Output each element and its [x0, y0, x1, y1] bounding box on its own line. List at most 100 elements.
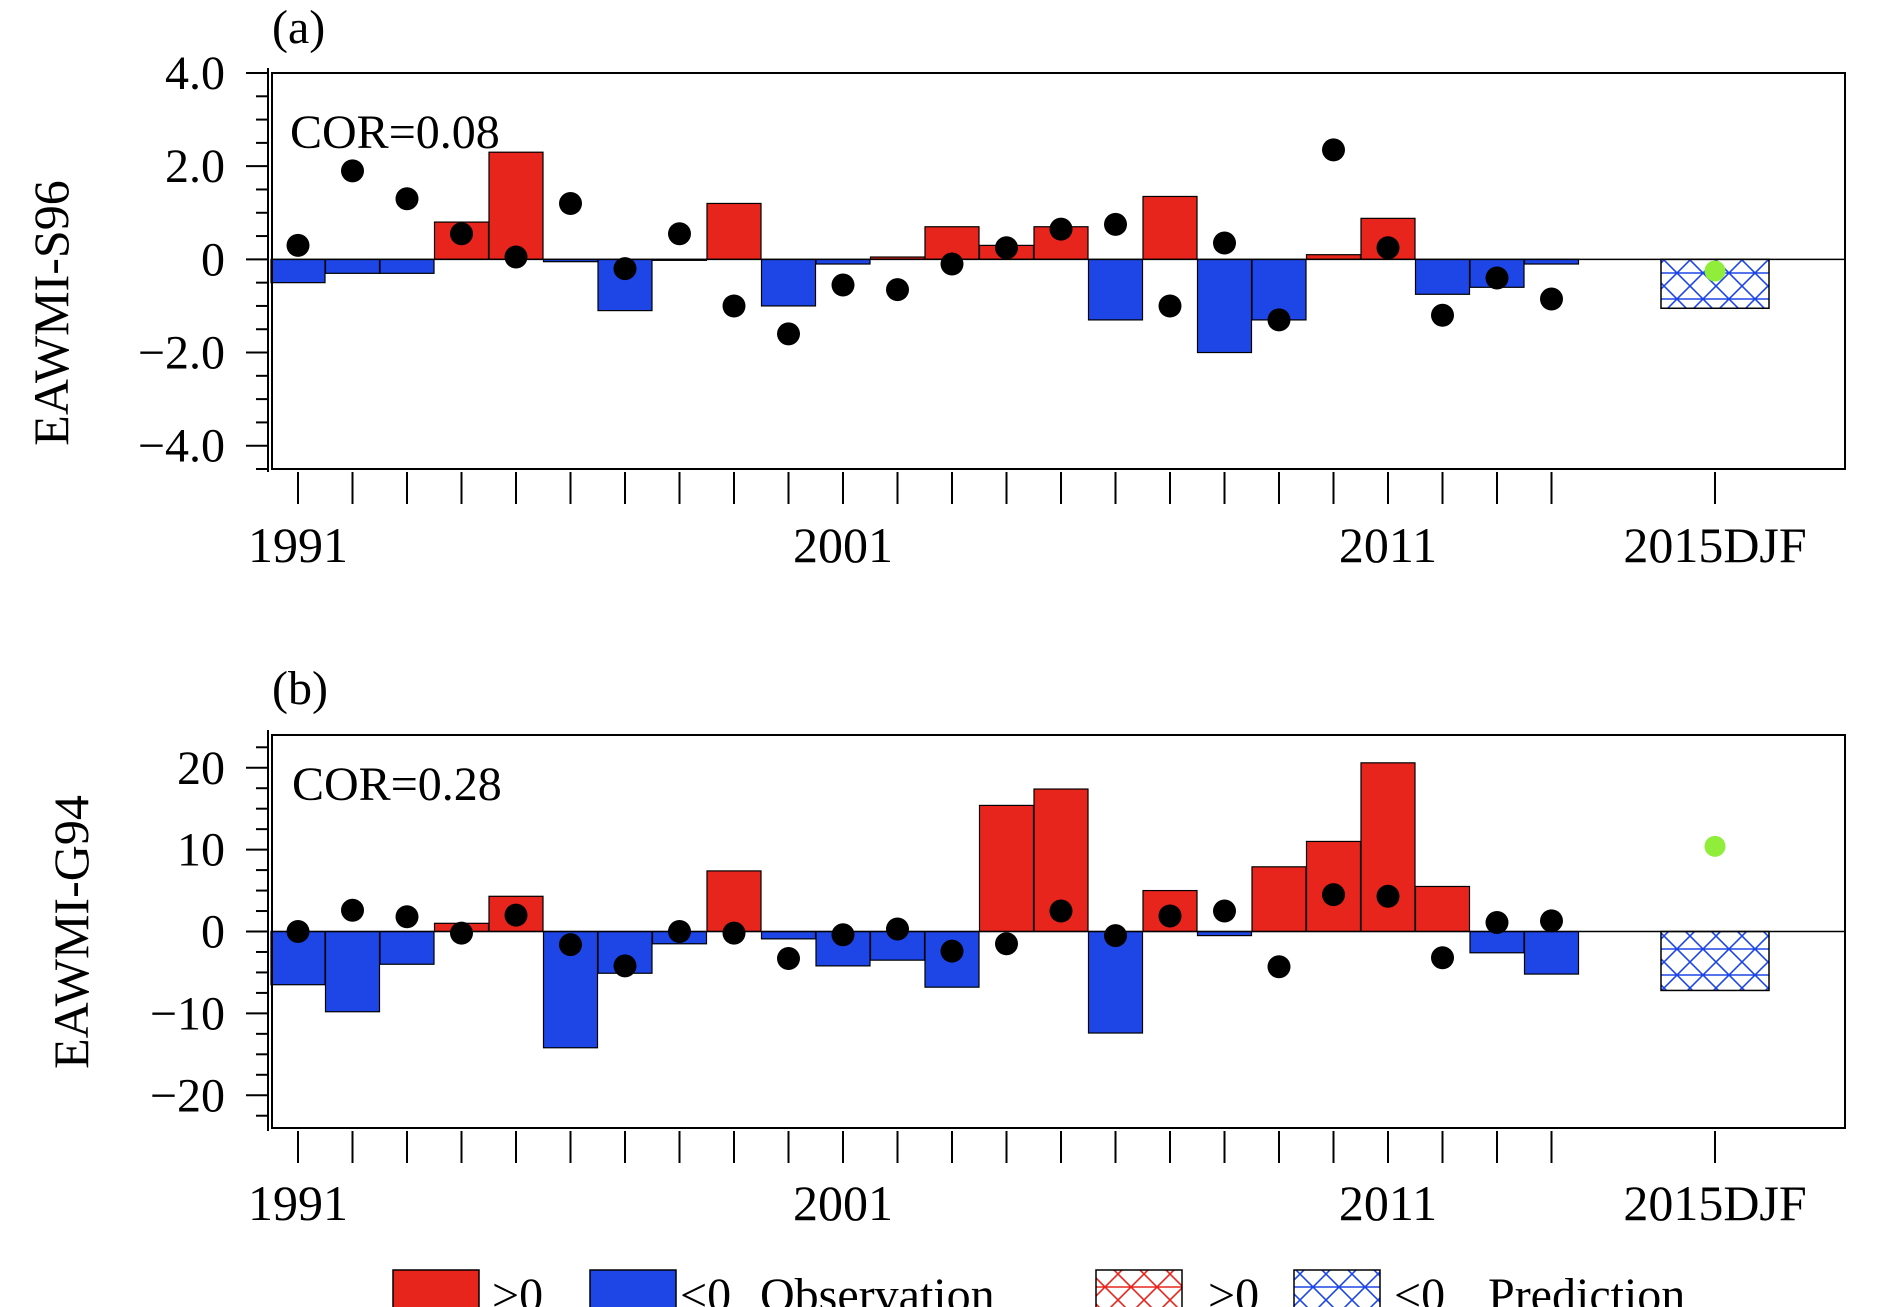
y-tick-label: 10	[177, 824, 225, 877]
x-tick-label: 2011	[1339, 1175, 1437, 1231]
x-tick-label: 2015DJF	[1623, 517, 1806, 573]
pred-dot-a-2013	[1485, 266, 1509, 290]
legend-pred-positive-swatch	[1095, 1269, 1183, 1307]
obs-bar-a-1999	[706, 202, 762, 260]
pred-dot-a-1997	[613, 257, 637, 281]
obs-bar-a-1992	[324, 258, 381, 274]
obs-bar-a-1991	[270, 258, 326, 284]
panel-b-xaxis: 1991 2001 2011 2015DJF	[248, 1131, 1807, 1231]
panel-a-plot-frame	[271, 72, 1846, 470]
x-tick-label: 2001	[793, 517, 893, 573]
pred-dot-b-2009	[1267, 955, 1291, 979]
obs-bar-b-2000	[760, 930, 817, 940]
pred-dot-b-2000	[777, 947, 800, 971]
y-tick-label: 0	[201, 233, 225, 286]
pred-dot-a-2009	[1267, 308, 1291, 332]
obs-bar-a-2008	[1196, 258, 1253, 354]
pred-dot-b-2014	[1540, 909, 1563, 933]
pred-dot-b-2011	[1376, 884, 1400, 908]
panel-b: (b) EAWMI-G94 20 10 0 −10 −20 1991 2001 2011 20…	[43, 662, 1846, 1231]
panel-b-cor: COR=0.28	[292, 758, 502, 811]
legend-observation-label: Observation	[760, 1269, 995, 1307]
pred-dot-b-2007	[1158, 904, 1182, 928]
y-tick-label: −4.0	[138, 420, 225, 473]
panel-b-ylabel: EAWMI-G94	[43, 795, 99, 1069]
obs-bar-a-2007	[1142, 195, 1198, 260]
legend-obs-negative-swatch	[589, 1269, 677, 1307]
legend: >0 <0 Observation >0 <0 Prediction	[392, 1269, 1685, 1307]
pred-dot-a-2004	[995, 236, 1018, 260]
pred-dot-a-1996	[559, 191, 582, 215]
pred-dot-a-2003	[940, 252, 964, 276]
obs-bar-a-2012	[1414, 258, 1471, 295]
legend-prediction-label: Prediction	[1488, 1269, 1685, 1307]
y-tick-label: −2.0	[138, 327, 225, 380]
pred-dot-b-2003	[940, 939, 964, 963]
panel-a-ylabel: EAWMI-S96	[23, 180, 79, 445]
pred-dot-a-2014	[1540, 287, 1563, 311]
legend-pred-positive-label: >0	[1208, 1269, 1259, 1307]
pred-dot-a-2008	[1213, 231, 1236, 255]
pred-dot-b-1994	[450, 921, 473, 945]
legend-obs-negative-label: <0	[680, 1269, 731, 1307]
pred-dot-b-1992	[341, 898, 364, 922]
pred-dot-b-2005	[1049, 899, 1073, 923]
forecast-dot-a	[1704, 260, 1726, 282]
pred-dot-a-1994	[450, 222, 473, 246]
pred-dot-b-1997	[613, 954, 637, 978]
obs-bar-b-2014	[1523, 930, 1580, 975]
panel-b-bars	[270, 762, 1770, 1049]
obs-bar-a-1993	[379, 258, 435, 274]
y-tick-label: 0	[201, 906, 225, 959]
panel-a-bars	[270, 151, 1770, 354]
pred-dot-a-1991	[286, 233, 310, 257]
obs-bar-a-2000	[760, 258, 817, 307]
forecast-dot-b	[1704, 835, 1726, 857]
pred-dot-b-2012	[1431, 946, 1454, 970]
y-tick-label: −20	[150, 1069, 225, 1122]
pred-dot-b-2004	[995, 932, 1018, 956]
pred-dot-a-2000	[777, 322, 800, 346]
pred-dot-a-2001	[831, 273, 855, 297]
forecast-bar-b	[1660, 930, 1770, 992]
pred-dot-b-1993	[395, 905, 419, 929]
pred-dot-a-1999	[722, 294, 746, 318]
x-tick-label: 2015DJF	[1623, 1175, 1806, 1231]
pred-dot-a-1993	[395, 187, 419, 211]
obs-bar-b-2013	[1469, 930, 1525, 954]
panel-b-label: (b)	[272, 662, 328, 715]
pred-dot-a-2012	[1431, 303, 1454, 327]
pred-dot-b-2002	[886, 917, 909, 941]
pred-dot-a-2010	[1322, 138, 1345, 162]
pred-dot-b-1995	[504, 903, 528, 927]
panel-a: (a) EAWMI-S96 4.0 2.0 0 −2.0 −4.0 1991 2001 20…	[23, 1, 1846, 573]
obs-bar-b-2012	[1414, 885, 1471, 933]
panel-a-yaxis: 4.0 2.0 0 −2.0 −4.0	[138, 47, 269, 473]
pred-dot-b-2008	[1213, 899, 1236, 923]
legend-pred-negative-swatch	[1293, 1269, 1381, 1307]
obs-bar-b-2009	[1251, 866, 1307, 933]
panel-a-xaxis: 1991 2001 2011 2015DJF	[248, 472, 1807, 573]
x-tick-label: 1991	[248, 517, 348, 573]
legend-obs-positive-swatch	[392, 1269, 480, 1307]
pred-dot-a-1992	[341, 159, 364, 183]
pred-dot-a-2006	[1104, 212, 1127, 236]
x-tick-label: 1991	[248, 1175, 348, 1231]
obs-bar-b-1999	[706, 870, 762, 933]
y-tick-label: 2.0	[165, 140, 225, 193]
x-tick-label: 2001	[793, 1175, 893, 1231]
panel-b-yaxis: 20 10 0 −10 −20	[150, 730, 269, 1131]
legend-pred-negative-label: <0	[1394, 1269, 1445, 1307]
obs-bar-b-1992	[324, 930, 381, 1013]
pred-dot-b-1999	[722, 921, 746, 945]
y-tick-label: −10	[150, 987, 225, 1040]
panel-a-label: (a)	[272, 1, 325, 54]
pred-dot-a-1998	[668, 222, 691, 246]
pred-dot-a-2007	[1158, 294, 1182, 318]
obs-bar-b-1993	[379, 930, 435, 965]
pred-dot-b-2006	[1104, 924, 1127, 948]
x-tick-label: 2011	[1339, 517, 1437, 573]
panel-b-dots	[286, 835, 1726, 979]
y-tick-label: 20	[177, 742, 225, 795]
